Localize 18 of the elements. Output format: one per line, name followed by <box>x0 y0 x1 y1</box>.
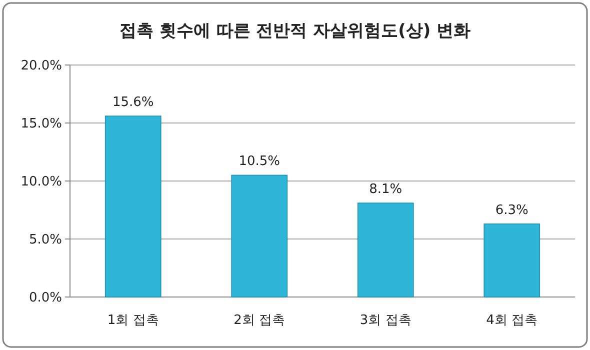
chart-title: 접촉 횟수에 따른 전반적 자살위험도(상) 변화 <box>119 21 471 41</box>
y-tick-label: 0.0% <box>28 290 62 306</box>
data-label: 10.5% <box>238 154 280 170</box>
bar <box>357 202 414 298</box>
bar <box>484 224 540 298</box>
bar <box>104 116 162 298</box>
y-tick-label: 10.0% <box>20 174 62 190</box>
data-label: 8.1% <box>369 182 402 198</box>
y-tick-label: 15.0% <box>20 116 62 132</box>
y-tick-label: 5.0% <box>28 232 62 248</box>
y-tick-label: 20.0% <box>20 58 62 74</box>
x-tick-label: 2회 접촉 <box>234 313 286 328</box>
bar <box>231 174 288 298</box>
data-label: 15.6% <box>112 95 154 110</box>
x-tick-label: 3회 접촉 <box>360 313 412 328</box>
x-tick-label: 1회 접촉 <box>107 313 159 328</box>
data-label: 6.3% <box>495 202 528 218</box>
x-tick-label: 4회 접촉 <box>486 313 538 328</box>
